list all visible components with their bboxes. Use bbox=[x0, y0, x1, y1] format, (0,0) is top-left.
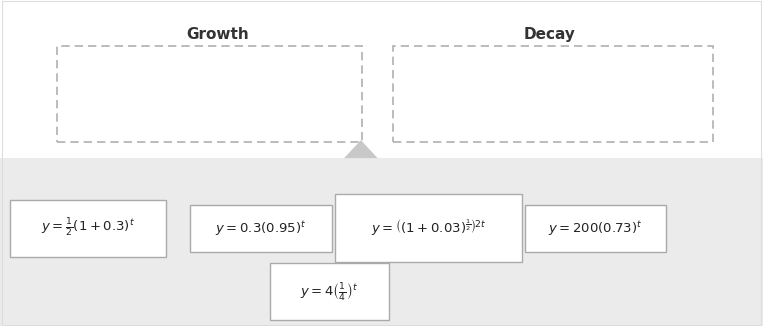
FancyBboxPatch shape bbox=[0, 0, 763, 158]
FancyBboxPatch shape bbox=[393, 46, 713, 142]
Polygon shape bbox=[344, 140, 378, 158]
FancyBboxPatch shape bbox=[57, 46, 362, 142]
FancyBboxPatch shape bbox=[191, 205, 331, 252]
FancyBboxPatch shape bbox=[270, 263, 388, 320]
Text: $y = 200(0.73)^{t}$: $y = 200(0.73)^{t}$ bbox=[548, 219, 642, 238]
Text: $y = \frac{1}{2}(1 + 0.3)^{t}$: $y = \frac{1}{2}(1 + 0.3)^{t}$ bbox=[40, 217, 135, 239]
Text: $y = 4\left(\frac{1}{4}\right)^{t}$: $y = 4\left(\frac{1}{4}\right)^{t}$ bbox=[301, 281, 359, 303]
FancyBboxPatch shape bbox=[0, 158, 763, 326]
Text: $y = \left((1+0.03)^{\frac{1}{2}}\right)^{\!2t}$: $y = \left((1+0.03)^{\frac{1}{2}}\right)… bbox=[371, 218, 487, 238]
FancyBboxPatch shape bbox=[10, 200, 166, 257]
FancyBboxPatch shape bbox=[525, 205, 666, 252]
Text: Growth: Growth bbox=[186, 27, 249, 42]
Text: $y = 0.3(0.95)^{t}$: $y = 0.3(0.95)^{t}$ bbox=[215, 219, 307, 238]
Text: Decay: Decay bbox=[523, 27, 575, 42]
FancyBboxPatch shape bbox=[336, 194, 523, 262]
